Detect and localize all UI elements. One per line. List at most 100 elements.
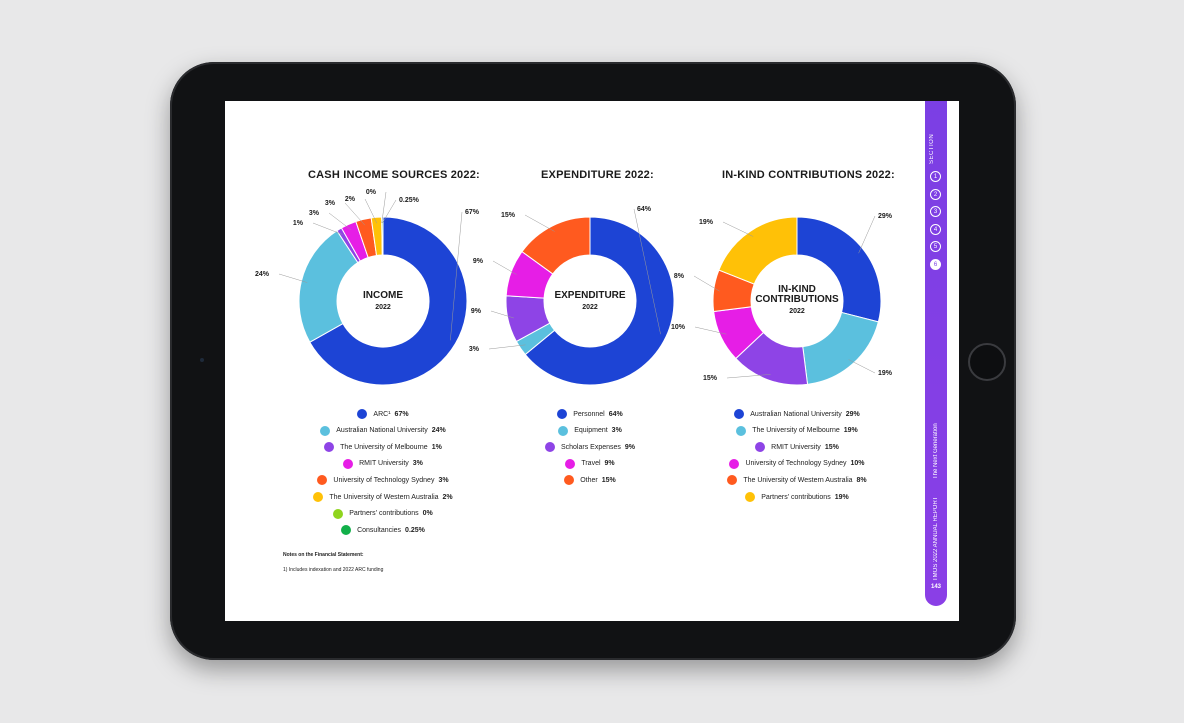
legend-dot-1-3 xyxy=(565,458,576,469)
leader-line-0-1 xyxy=(278,273,308,283)
legend-dot-0-0 xyxy=(357,409,368,419)
legend-item-0-0: ARC¹ 67% xyxy=(357,409,409,419)
slice-0-7 xyxy=(381,216,384,256)
legend-dot-2-2 xyxy=(755,442,766,453)
legend-dot-0-3 xyxy=(343,458,354,469)
legend-value-0-0: 67% xyxy=(394,410,409,418)
legend-item-0-3: RMIT University 3% xyxy=(343,458,423,469)
value-label-2-2: 15% xyxy=(703,375,718,382)
center-label-2: IN-KIND CONTRIBUTIONS 2022 xyxy=(752,285,842,317)
chart-title-1: EXPENDITURE 2022: xyxy=(541,169,654,181)
legend-label-0-3: RMIT University xyxy=(359,460,409,468)
legend-value-2-1: 19% xyxy=(843,427,858,435)
legend-label-0-0: ARC¹ xyxy=(373,410,391,418)
center-label-main-0: INCOME xyxy=(363,290,403,301)
legend-value-0-6: 0% xyxy=(422,510,433,518)
legend-dot-2-0 xyxy=(734,409,745,419)
legend-label-2-5: Partners' contributions xyxy=(761,493,831,501)
report-page: 67% 24% 1% 3% 3% 2% 0% 0.25% 64% 3% 9% 9% 15% 29% 19% 1… xyxy=(225,101,959,621)
slice-1-4 xyxy=(521,216,591,275)
legend-dot-1-0 xyxy=(557,409,568,419)
section-nav-item-4[interactable]: 4 xyxy=(930,223,941,235)
legend-dot-0-6 xyxy=(333,508,344,519)
slice-2-5 xyxy=(718,216,798,285)
center-label-main-2: IN-KIND CONTRIBUTIONS xyxy=(755,284,839,305)
legend-value-2-0: 29% xyxy=(845,410,860,418)
legend-dot-2-5 xyxy=(745,492,756,502)
value-label-0-4: 3% xyxy=(325,200,336,207)
leader-line-1-2 xyxy=(490,310,514,319)
section-nav-item-2[interactable]: 2 xyxy=(930,188,941,200)
legend-label-2-4: The University of Western Australia xyxy=(743,476,853,484)
legend-item-1-2: Scholars Expenses 9% xyxy=(544,442,635,453)
legend-label-1-3: Travel xyxy=(581,460,601,468)
legend-label-2-2: RMIT University xyxy=(771,443,821,451)
slice-1-0 xyxy=(524,216,675,386)
leader-line-1-1 xyxy=(488,344,526,350)
center-label-year-2: 2022 xyxy=(789,308,805,315)
legend-item-0-4: University of Technology Sydney 3% xyxy=(317,475,449,486)
legend-dot-0-5 xyxy=(313,492,324,502)
legend-item-2-1: The University of Melbourne 19% xyxy=(736,425,858,436)
value-label-2-3: 10% xyxy=(671,324,686,331)
value-label-2-5: 19% xyxy=(699,219,714,226)
section-nav-item-6[interactable]: 6 xyxy=(930,258,941,270)
legend-label-1-2: Scholars Expenses xyxy=(560,443,621,451)
legend-label-0-7: Consultancies xyxy=(357,526,402,534)
home-button[interactable] xyxy=(968,343,1006,381)
legend-value-1-1: 3% xyxy=(611,427,622,435)
value-label-0-6: 0% xyxy=(366,189,377,196)
notes-title: Notes on the Financial Statement: xyxy=(283,552,364,558)
center-label-1: EXPENDITURE 2022 xyxy=(550,291,630,313)
page-number: 143 xyxy=(930,584,941,590)
leader-line-2-1 xyxy=(848,359,876,374)
legend-value-0-1: 24% xyxy=(431,427,446,435)
leader-line-2-5 xyxy=(722,221,754,237)
legend-label-0-1: Australian National University xyxy=(336,427,428,435)
legend-label-2-1: The University of Melbourne xyxy=(752,427,840,435)
legend-item-2-3: University of Technology Sydney 10% xyxy=(729,458,865,469)
slice-2-0 xyxy=(796,216,882,323)
legend-value-2-4: 8% xyxy=(856,476,867,484)
value-label-0-3: 3% xyxy=(309,210,320,217)
section-label: SECTION xyxy=(929,133,935,165)
report-subtitle: The Next Generation xyxy=(933,422,939,479)
legend-dot-0-4 xyxy=(317,475,328,486)
section-nav-item-1[interactable]: 1 xyxy=(930,171,941,182)
value-label-2-0: 29% xyxy=(878,213,893,220)
value-label-1-3: 9% xyxy=(473,258,484,265)
legend-label-1-0: Personnel xyxy=(573,410,605,418)
legend-value-2-3: 10% xyxy=(850,460,865,468)
legend-label-1-1: Equipment xyxy=(574,427,608,435)
legend-item-1-0: Personnel 64% xyxy=(557,409,623,419)
value-label-2-4: 8% xyxy=(674,273,685,280)
value-label-0-0: 67% xyxy=(465,209,480,216)
value-label-2-1: 19% xyxy=(878,370,893,377)
value-label-1-2: 9% xyxy=(471,308,482,315)
legend-item-2-2: RMIT University 15% xyxy=(755,442,839,453)
section-nav-item-5[interactable]: 5 xyxy=(930,241,941,252)
legend-value-0-4: 3% xyxy=(438,476,449,484)
legend-value-0-2: 1% xyxy=(431,443,442,451)
legend-dot-0-7 xyxy=(341,525,352,536)
leader-line-2-4 xyxy=(693,275,720,292)
section-nav-item-3[interactable]: 3 xyxy=(930,206,941,217)
value-label-0-2: 1% xyxy=(293,220,304,227)
legend-dot-2-3 xyxy=(729,458,740,469)
leader-line-1-0 xyxy=(633,208,661,335)
center-label-year-0: 2022 xyxy=(375,304,391,311)
report-title: TMOS 2022 ANNUAL REPORT xyxy=(933,496,939,581)
camera-dot xyxy=(200,358,204,362)
legend-value-1-0: 64% xyxy=(608,410,623,418)
value-label-0-5: 2% xyxy=(345,196,356,203)
report-title-vertical: TMOS 2022 ANNUAL REPORT The Next Generat… xyxy=(928,391,944,581)
legend-dot-1-2 xyxy=(544,442,555,453)
leader-line-0-4 xyxy=(344,202,366,226)
leader-line-2-0 xyxy=(858,215,876,254)
legend-item-0-6: Partners' contributions 0% xyxy=(333,508,433,519)
legend-item-2-5: Partners' contributions 19% xyxy=(745,492,849,502)
legend-label-2-3: University of Technology Sydney xyxy=(745,460,847,468)
legend-dot-2-4 xyxy=(727,475,738,486)
legend-value-0-3: 3% xyxy=(412,460,423,468)
leader-line-0-6 xyxy=(381,191,387,224)
